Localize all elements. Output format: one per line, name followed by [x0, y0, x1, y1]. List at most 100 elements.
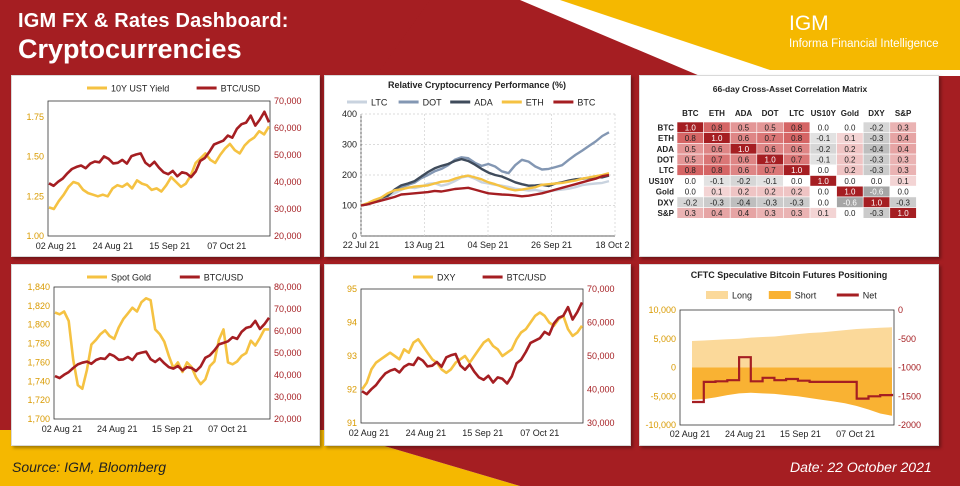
heatmap-cell-label: 0.2	[765, 188, 777, 197]
panel-ust-btc: 10Y UST Yield BTC/USD 1.00 1.25 1.50 1.75 20,0…	[11, 75, 320, 257]
legend-label: Spot Gold	[111, 273, 151, 283]
column-label: S&P	[895, 109, 912, 118]
heatmap-cell-label: 0.6	[738, 134, 750, 143]
heatmap-cell-label: 0.0	[818, 123, 830, 132]
heatmap-cell-label: 1.0	[711, 134, 723, 143]
heatmap-cell-label: -0.6	[870, 188, 884, 197]
panel-gold-btc: Spot Gold BTC/USD 1,700 1,720 1,740 1,760 1,78…	[11, 264, 320, 446]
x-tick-label: 15 Sep 21	[152, 424, 193, 434]
y-right-tick-label: 80,000	[274, 282, 302, 292]
y-left-tick-label: 1,760	[27, 357, 50, 367]
x-tick-label: 07 Oct 21	[207, 241, 246, 251]
y-tick-label: 0	[352, 231, 357, 241]
series-line	[48, 110, 271, 188]
chart-correlation-matrix: 66-day Cross-Asset Correlation Matrix BTC…	[649, 84, 917, 219]
dashboard-title: IGM FX & Rates Dashboard:	[18, 10, 289, 32]
heatmap-cell-label: 0.0	[844, 177, 856, 186]
heatmap-cell-label: 0.0	[871, 177, 883, 186]
heatmap-cell-label: -0.3	[710, 198, 724, 207]
y-right-tick-label: 0	[898, 305, 903, 315]
chart-title: CFTC Speculative Bitcoin Futures Positio…	[691, 270, 888, 280]
heatmap-cell-label: -0.4	[870, 145, 884, 154]
column-label: DOT	[762, 109, 779, 118]
heatmap-cell-label: 0.7	[711, 155, 723, 164]
legend-label: 10Y UST Yield	[111, 84, 169, 94]
heatmap-cell-label: 0.8	[791, 123, 803, 132]
y-tick-label: 300	[342, 140, 357, 150]
brand-tagline: Informa Financial Intelligence	[789, 38, 939, 50]
heatmap-cell-label: -0.3	[870, 166, 884, 175]
y-right-tick-label: 60,000	[274, 123, 302, 133]
heatmap-cell-label: 0.1	[898, 177, 910, 186]
heatmap-cell-label: -0.3	[870, 209, 884, 218]
x-tick-label: 02 Aug 21	[36, 241, 77, 251]
series-line	[360, 131, 610, 207]
heatmap-cell-label: 1.0	[791, 166, 803, 175]
heatmap-cell-label: 0.2	[844, 145, 856, 154]
heatmap-cell-label: 1.0	[844, 188, 856, 197]
panel-cftc: CFTC Speculative Bitcoin Futures Positio…	[639, 264, 939, 446]
y-right-tick-label: 30,000	[587, 418, 615, 428]
short-area	[692, 367, 892, 416]
heatmap-cell-label: -0.2	[683, 198, 697, 207]
heatmap-cell-label: 1.0	[685, 123, 697, 132]
row-label: DOT	[657, 155, 674, 164]
heatmap-cell-label: 0.3	[898, 123, 910, 132]
heatmap-cell-label: -0.2	[816, 145, 830, 154]
row-label: S&P	[658, 209, 675, 218]
heatmap-cell-label: 0.0	[818, 198, 830, 207]
y-left-tick-label: 91	[347, 418, 357, 428]
heatmap-cell-label: -0.3	[870, 155, 884, 164]
heatmap-cell-label: 0.0	[791, 177, 803, 186]
heatmap-cell-label: 0.6	[791, 145, 803, 154]
chart-title: Relative Cryptocurrency Performance (%)	[388, 80, 566, 90]
column-label: US10Y	[811, 109, 837, 118]
heatmap-cell-label: -0.1	[816, 134, 830, 143]
column-label: DXY	[868, 109, 885, 118]
legend-label: BTC/USD	[507, 273, 547, 283]
column-label: LTC	[789, 109, 804, 118]
heatmap-cell-label: 0.0	[844, 209, 856, 218]
x-tick-label: 24 Aug 21	[406, 428, 447, 438]
legend-label: Short	[795, 291, 817, 301]
y-left-tick-label: -10,000	[645, 420, 676, 430]
y-left-tick-label: 1,780	[27, 339, 50, 349]
legend-label: LTC	[371, 98, 388, 108]
x-tick-label: 04 Sep 21	[467, 240, 508, 250]
column-label: ETH	[709, 109, 725, 118]
heatmap-cell-label: 0.0	[898, 188, 910, 197]
heatmap-cell-label: 0.7	[765, 134, 777, 143]
chart-dxy-btc: DXY BTC/USD 91 92 93 94 95 30,000 40,000 50,000 60…	[347, 273, 615, 439]
heatmap-cell-label: -0.2	[870, 123, 884, 132]
heatmap-cell-label: -0.6	[843, 198, 857, 207]
x-tick-label: 02 Aug 21	[349, 428, 390, 438]
heatmap-cell-label: -0.1	[710, 177, 724, 186]
heatmap-cell-label: 0.8	[791, 134, 803, 143]
y-tick-label: 400	[342, 109, 357, 119]
net-line	[692, 356, 894, 404]
heatmap-cell-label: 1.0	[765, 155, 777, 164]
x-tick-label: 15 Sep 21	[462, 428, 503, 438]
series-line	[360, 173, 610, 207]
legend-label: Long	[732, 291, 752, 301]
date-note: Date: 22 October 2021	[790, 459, 932, 475]
y-right-tick-label: 50,000	[587, 351, 615, 361]
legend-label: BTC/USD	[204, 273, 244, 283]
x-tick-label: 24 Aug 21	[725, 429, 766, 439]
y-right-tick-label: 40,000	[274, 370, 302, 380]
heatmap-cell-label: 0.2	[844, 155, 856, 164]
heatmap-cell-label: 0.0	[818, 166, 830, 175]
heatmap-cell-label: 0.1	[844, 134, 856, 143]
heatmap-cell-label: 0.3	[898, 155, 910, 164]
chart-gold-btc: Spot Gold BTC/USD 1,700 1,720 1,740 1,760 1,78…	[27, 273, 302, 435]
heatmap-cell-label: 0.8	[711, 166, 723, 175]
y-right-tick-label: -1000	[898, 363, 921, 373]
y-right-tick-label: 60,000	[274, 326, 302, 336]
heatmap-cell-label: 0.1	[711, 188, 723, 197]
y-left-tick-label: 1,720	[27, 395, 50, 405]
heatmap-cell-label: 1.0	[898, 209, 910, 218]
x-tick-label: 07 Oct 21	[208, 424, 247, 434]
y-left-tick-label: 0	[671, 363, 676, 373]
heatmap-cell-label: 0.8	[685, 134, 697, 143]
y-right-tick-label: 50,000	[274, 150, 302, 160]
